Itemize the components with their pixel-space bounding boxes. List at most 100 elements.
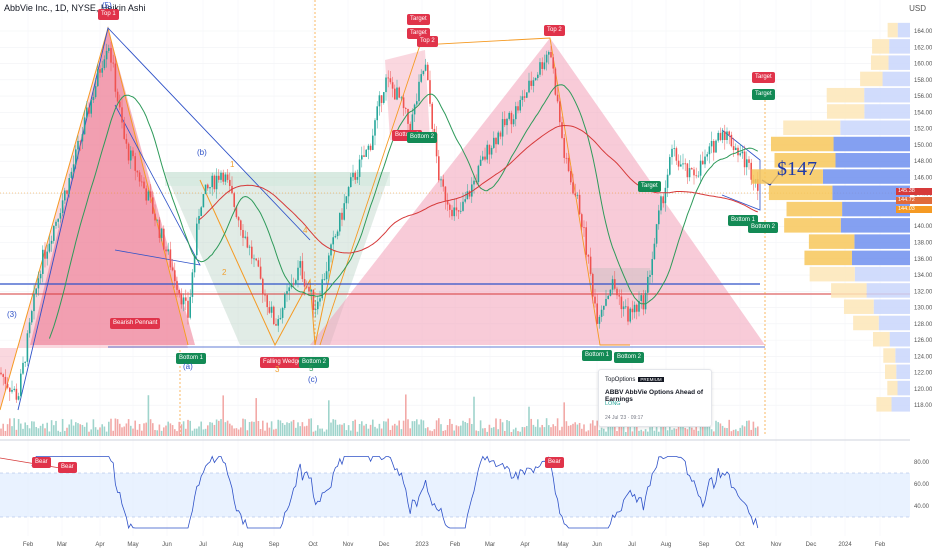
candle-body xyxy=(570,171,572,183)
volume-bar xyxy=(42,423,44,436)
volume-bar xyxy=(2,423,4,436)
candle-body xyxy=(420,74,422,82)
candle-body xyxy=(350,177,352,188)
symbol-title[interactable]: AbbVie Inc., 1D, NYSE, Heikin Ashi xyxy=(4,3,146,13)
candle-body xyxy=(398,87,400,98)
volume-bar xyxy=(143,423,145,436)
volume-bar xyxy=(86,422,88,436)
volume-bar xyxy=(611,423,614,436)
candle-body xyxy=(345,196,348,204)
vp-bar xyxy=(889,331,910,347)
candle-body xyxy=(587,254,590,257)
volume-bar xyxy=(596,420,598,436)
volume-bar xyxy=(433,429,436,436)
volume-bar xyxy=(163,427,165,436)
time-tick: Feb xyxy=(23,542,34,548)
volume-bar xyxy=(508,421,510,436)
volume-bar xyxy=(541,424,543,436)
idea-card-brand: TopOptions PREMIUM xyxy=(605,377,664,383)
volume-bar xyxy=(664,419,667,436)
candle-body xyxy=(506,118,508,126)
candle-body xyxy=(310,289,312,292)
candle-body xyxy=(453,207,455,217)
vp-bar xyxy=(822,169,910,184)
candle-body xyxy=(743,151,746,168)
candle-body xyxy=(719,132,722,141)
volume-bar xyxy=(713,431,715,436)
volume-bar xyxy=(314,430,317,436)
volume-bar xyxy=(647,431,649,436)
volume-bar xyxy=(176,431,178,436)
candle-body xyxy=(539,62,541,75)
candle-body xyxy=(251,246,253,259)
candle-body xyxy=(444,186,447,202)
volume-bar xyxy=(506,420,508,436)
volume-profile xyxy=(751,22,910,412)
volume-bar xyxy=(420,419,422,436)
volume-bar xyxy=(365,423,367,436)
volume-bar xyxy=(462,420,464,436)
candle-body xyxy=(169,249,172,268)
volume-bar xyxy=(185,428,187,436)
candle-body xyxy=(561,122,563,138)
volume-bar xyxy=(442,430,444,436)
candle-body xyxy=(244,236,246,238)
price-tick: 126.00 xyxy=(914,338,932,344)
idea-card[interactable]: TopOptions PREMIUM ABBV AbbVie Options Ah… xyxy=(598,369,712,427)
candle-body xyxy=(486,144,488,160)
time-tick: Feb xyxy=(875,542,886,548)
price-tick: 130.00 xyxy=(914,306,932,312)
vp-bar-value xyxy=(774,153,836,168)
candle-body xyxy=(103,59,106,69)
candle-body xyxy=(319,298,321,302)
volume-bar xyxy=(418,424,420,436)
volume-bar xyxy=(567,425,570,436)
tag-bottom-e: Bottom 1 xyxy=(582,350,613,361)
tag-target3: Target xyxy=(752,72,775,83)
vp-bar-value xyxy=(853,315,879,331)
vp-bar-value xyxy=(887,22,898,38)
candle-body xyxy=(297,267,299,281)
volume-bar xyxy=(748,420,750,436)
candle-body xyxy=(479,159,482,166)
candle-body xyxy=(647,276,649,293)
candle-body xyxy=(660,196,662,211)
candle-body xyxy=(365,149,367,157)
volume-bar xyxy=(242,418,244,436)
volume-bar xyxy=(640,429,642,436)
wave-label-o1: 1 xyxy=(230,160,235,169)
idea-card-title[interactable]: ABBV AbbVie Options Ahead of Earnings xyxy=(605,389,703,403)
volume-bar xyxy=(328,400,330,436)
dt-fill xyxy=(385,50,430,140)
currency-label[interactable]: USD xyxy=(909,4,926,13)
time-tick: Sep xyxy=(699,542,710,548)
volume-bar xyxy=(158,424,161,436)
candle-body xyxy=(13,388,15,390)
candle-body xyxy=(468,191,471,197)
price-tick: 134.00 xyxy=(914,273,932,279)
volume-bar xyxy=(372,419,374,436)
vp-bar-value xyxy=(885,364,897,380)
time-tick: Nov xyxy=(343,542,354,548)
volume-bar xyxy=(543,427,546,436)
candle-body xyxy=(9,387,11,392)
volume-bar xyxy=(757,426,759,436)
candle-body xyxy=(550,51,552,58)
candle-body xyxy=(11,389,13,392)
vp-bar xyxy=(842,201,910,217)
candle-body xyxy=(504,119,506,126)
volume-bar xyxy=(336,424,339,436)
wave-blue-outline xyxy=(17,27,311,411)
volume-bar xyxy=(625,431,627,436)
candle-body xyxy=(693,169,695,176)
volume-bar xyxy=(160,430,163,436)
volume-bar xyxy=(123,426,125,436)
volume-bar xyxy=(61,418,64,436)
volume-bar xyxy=(402,420,405,436)
candle-body xyxy=(629,308,631,322)
candle-body xyxy=(594,296,596,304)
volume-bar xyxy=(631,431,634,436)
candle-body xyxy=(286,291,288,295)
volume-bar xyxy=(528,406,530,436)
